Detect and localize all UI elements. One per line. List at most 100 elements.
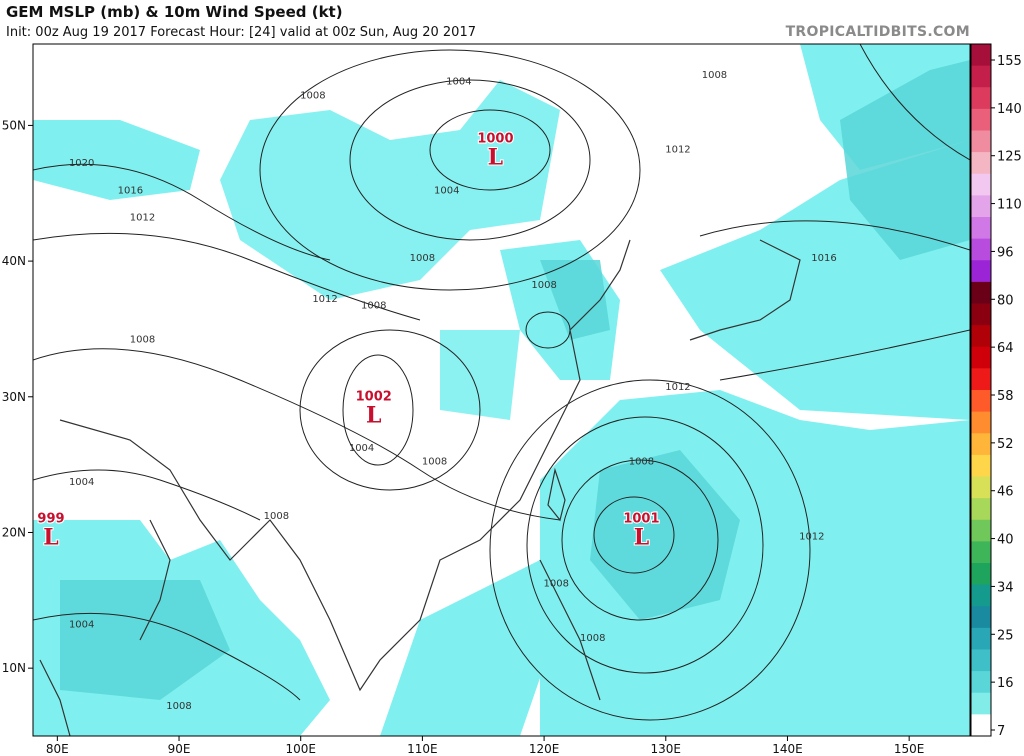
isobar-label: 1008 xyxy=(531,280,556,291)
isobar-label: 1008 xyxy=(422,457,447,468)
low-pressure-marker: L xyxy=(366,402,381,428)
low-pressure-value: 1002 xyxy=(356,389,392,404)
low-pressure-value: 1000 xyxy=(477,132,513,147)
low-pressure-value: 1001 xyxy=(623,511,659,526)
colorbar-swatch xyxy=(971,541,991,564)
isobar-label: 1008 xyxy=(300,90,325,101)
isobar-label: 1008 xyxy=(361,301,386,312)
colorbar-swatch xyxy=(971,260,991,283)
chart-subtitle: Init: 00z Aug 19 2017 Forecast Hour: [24… xyxy=(6,25,476,40)
colorbar-label: 7 xyxy=(997,724,1005,739)
colorbar-swatch xyxy=(971,390,991,413)
colorbar-swatch xyxy=(971,627,991,650)
colorbar-label: 40 xyxy=(997,533,1014,548)
colorbar-swatch xyxy=(971,671,991,694)
isobar-label: 1012 xyxy=(665,145,690,156)
coastlines xyxy=(39,239,801,736)
isobar-label: 1008 xyxy=(410,253,435,264)
map-frame xyxy=(32,43,971,737)
lat-tick-label: 20N xyxy=(2,525,26,539)
lon-tick-label: 80E xyxy=(46,742,69,756)
colorbar-swatch xyxy=(971,606,991,629)
colorbar-label: 80 xyxy=(997,293,1014,308)
colorbar-swatch xyxy=(971,152,991,175)
isobar-label: 1004 xyxy=(69,477,94,488)
low-pressure-value: 999 xyxy=(37,511,64,526)
colorbar-label: 155 xyxy=(997,54,1022,69)
wind-speed-shading-strong xyxy=(60,60,970,700)
isobar-label: 1012 xyxy=(799,531,824,542)
colorbar-swatch xyxy=(971,65,991,88)
colorbar-frame xyxy=(970,43,992,737)
isobar-label: 1012 xyxy=(312,294,337,305)
colorbar-swatch xyxy=(971,519,991,542)
wind-speed-colorbar: 155 140 125 110 96 80 64 58 52 46 40 34 25 16 7 xyxy=(970,43,1022,739)
colorbar-swatch xyxy=(971,368,991,391)
isobar-label: 1008 xyxy=(702,70,727,81)
lon-tick-label: 150E xyxy=(894,742,925,756)
colorbar-swatch xyxy=(971,476,991,499)
isobar-label: 1008 xyxy=(166,701,191,712)
map-plot-area xyxy=(33,44,970,736)
colorbar-swatch xyxy=(971,130,991,153)
colorbar-swatch xyxy=(971,649,991,672)
colorbar-swatch xyxy=(971,714,991,737)
isobar-label: 1016 xyxy=(118,185,143,196)
lon-tick-label: 120E xyxy=(529,742,560,756)
isobar-label: 1008 xyxy=(629,457,654,468)
isobar-label: 1016 xyxy=(811,253,836,264)
lat-tick-label: 30N xyxy=(2,390,26,404)
colorbar-swatch xyxy=(971,346,991,369)
colorbar-label: 52 xyxy=(997,437,1014,452)
colorbar-swatch xyxy=(971,108,991,131)
lon-tick-label: 140E xyxy=(772,742,803,756)
isobar-label: 1008 xyxy=(130,335,155,346)
low-pressure-marker: L xyxy=(634,524,649,550)
isobar-label: 1004 xyxy=(434,185,459,196)
colorbar-swatch xyxy=(971,563,991,586)
lon-tick-label: 110E xyxy=(407,742,438,756)
isobar-lines xyxy=(33,44,970,721)
colorbar-label: 46 xyxy=(997,485,1014,500)
colorbar-swatch xyxy=(971,325,991,348)
isobar-label: 1012 xyxy=(665,382,690,393)
colorbar-swatch xyxy=(971,87,991,110)
colorbar-swatch xyxy=(971,433,991,456)
colorbar-swatch xyxy=(971,498,991,521)
colorbar-label: 64 xyxy=(997,341,1014,356)
lat-tick-label: 10N xyxy=(2,661,26,675)
low-pressure-marker: L xyxy=(43,524,58,550)
colorbar-label: 34 xyxy=(997,580,1014,595)
latitude-axis: 50N 40N 30N 20N 10N xyxy=(2,118,33,675)
colorbar-swatch xyxy=(971,584,991,607)
isobar-label: 1012 xyxy=(130,212,155,223)
longitude-axis: 80E 90E 100E 110E 120E 130E 140E 150E xyxy=(46,736,924,756)
colorbar-label: 16 xyxy=(997,676,1014,691)
colorbar-swatch xyxy=(971,454,991,477)
colorbar-swatch xyxy=(971,692,991,715)
isobar-labels: 1004 1008 1008 1012 1020 1016 1012 1004 1008 1012… xyxy=(69,70,837,712)
colorbar-swatch xyxy=(971,173,991,196)
colorbar-swatch xyxy=(971,303,991,326)
lon-tick-label: 100E xyxy=(285,742,316,756)
colorbar-swatch xyxy=(971,217,991,240)
isobar-label: 1004 xyxy=(69,619,94,630)
colorbar-swatch xyxy=(971,195,991,218)
lon-tick-label: 90E xyxy=(168,742,191,756)
isobar-label: 1004 xyxy=(446,77,471,88)
colorbar-swatch xyxy=(971,411,991,434)
isobar-label: 1008 xyxy=(544,579,569,590)
colorbar-label: 110 xyxy=(997,198,1022,213)
colorbar-swatch xyxy=(971,238,991,261)
colorbar-label: 140 xyxy=(997,102,1022,117)
colorbar-swatch xyxy=(971,44,991,67)
colorbar-label: 96 xyxy=(997,245,1014,260)
isobar-label: 1004 xyxy=(349,443,374,454)
colorbar-label: 58 xyxy=(997,389,1014,404)
colorbar-label: 125 xyxy=(997,150,1022,165)
chart-title: GEM MSLP (mb) & 10m Wind Speed (kt) xyxy=(6,3,343,21)
isobar-label: 1020 xyxy=(69,158,94,169)
brand-watermark: TROPICALTIDBITS.COM xyxy=(785,24,970,40)
